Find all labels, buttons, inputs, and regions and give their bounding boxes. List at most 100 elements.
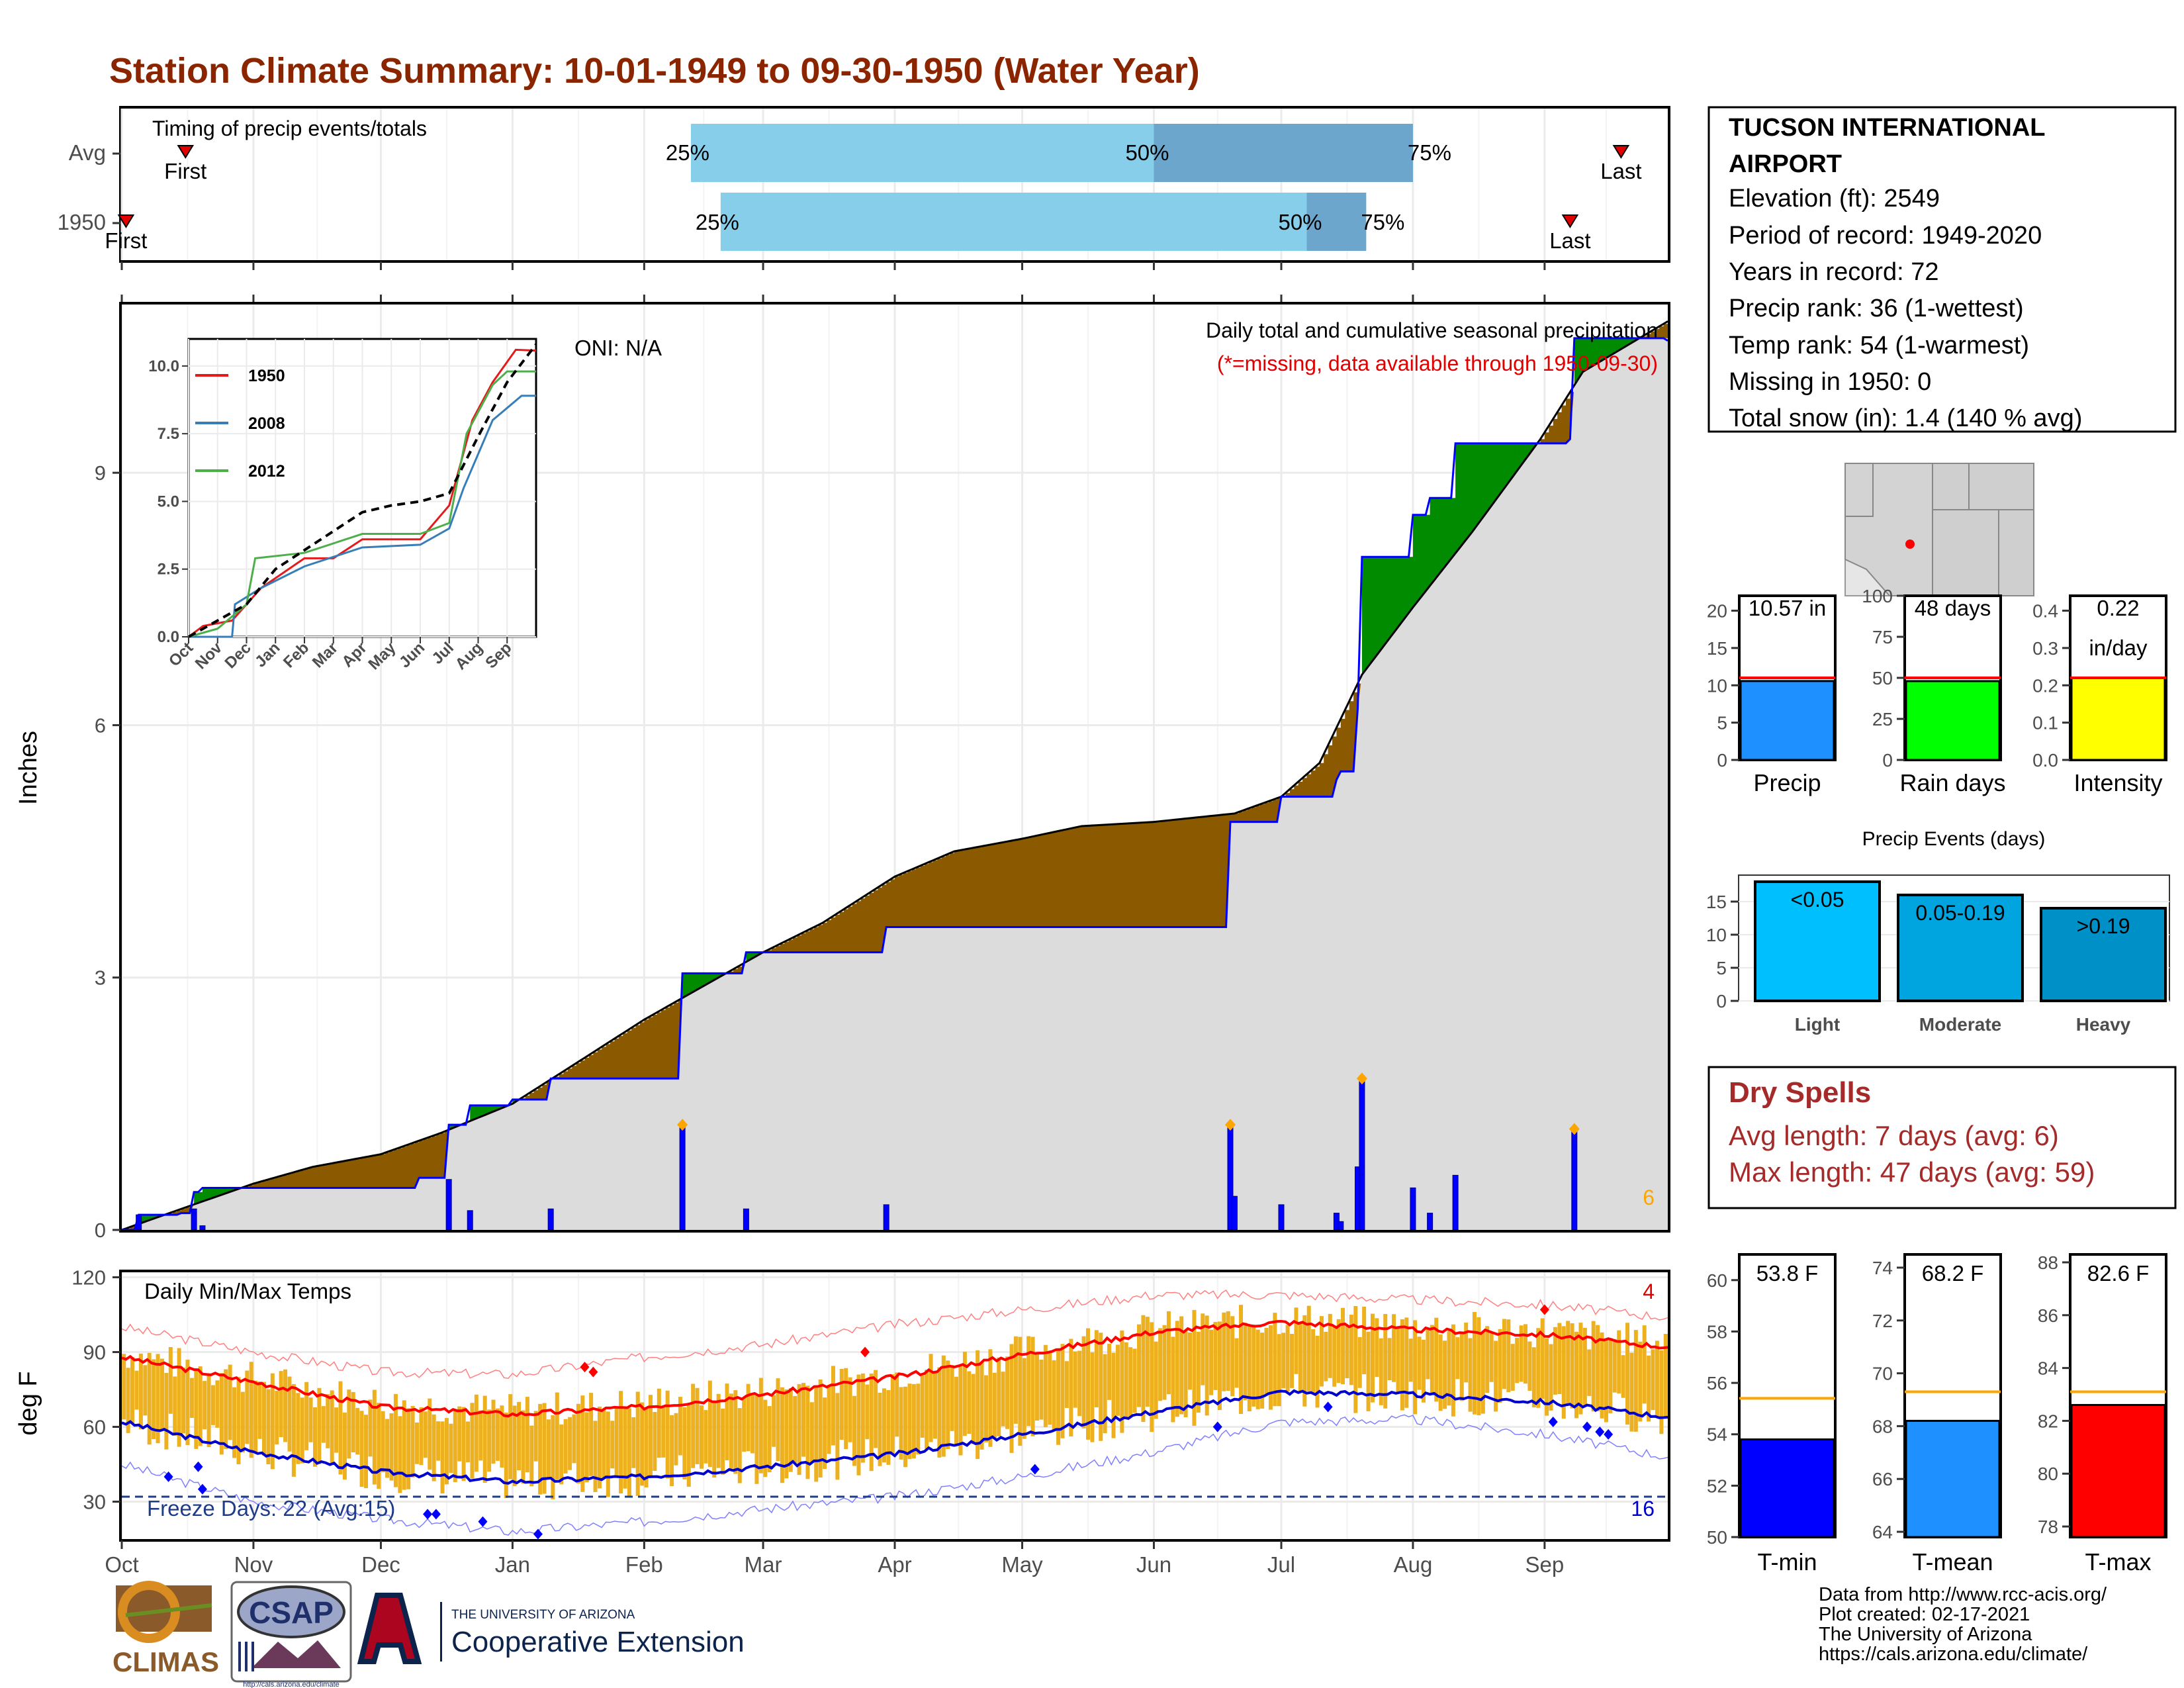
precip-surplus-area (470, 1105, 475, 1121)
summary-tick-label: 10 (1707, 675, 1727, 696)
summary-tick-label: 5 (1717, 713, 1727, 733)
precip-surplus-area (1451, 498, 1456, 559)
x-axis-month-label: Apr (878, 1552, 911, 1577)
x-axis-month-label: Nov (234, 1552, 273, 1577)
precip-deficit-area (1043, 834, 1048, 927)
precip-deficit-area (588, 1055, 594, 1079)
precip-surplus-area (1582, 338, 1588, 372)
precip-surplus-area (449, 1125, 454, 1130)
daily-precip-bar (467, 1210, 473, 1230)
precip-deficit-area (580, 1060, 586, 1079)
inset-y-tick-label: 5.0 (158, 492, 179, 510)
timing-bar-50-75 (1154, 124, 1413, 182)
precip-corner-count: 6 (1643, 1186, 1655, 1209)
precip-deficit-area (1158, 821, 1163, 927)
precip-deficit-area (342, 1161, 347, 1188)
precip-deficit-area (1659, 326, 1664, 338)
temp-summary-tick-label: 84 (2038, 1358, 2058, 1379)
station-elevation: Elevation (ft): 2549 (1729, 185, 1940, 212)
summary-tick-label: 0.1 (2032, 713, 2058, 733)
precip-deficit-area (249, 1185, 254, 1188)
temp-summary-tick-label: 64 (1872, 1522, 1893, 1542)
precip-deficit-area (525, 1096, 530, 1100)
summary-category-label: Intensity (2073, 769, 2162, 796)
precip-deficit-area (257, 1182, 263, 1188)
precip-deficit-area (1056, 831, 1061, 927)
precip-deficit-area (572, 1066, 577, 1079)
precip-surplus-area (704, 973, 709, 986)
precip-deficit-area (878, 887, 883, 953)
events-bar-label: >0.19 (2077, 914, 2130, 938)
precip-deficit-area (173, 1211, 178, 1215)
precip-surplus-area (1375, 557, 1380, 658)
record-high-marker (580, 1362, 590, 1373)
precip-deficit-area (1048, 833, 1053, 927)
precip-deficit-area (393, 1149, 398, 1188)
precip-deficit-area (1196, 817, 1201, 927)
inset-legend-label: 2012 (248, 462, 285, 481)
record-low-marker (423, 1509, 433, 1520)
temp-summary-tick-label: 50 (1707, 1527, 1727, 1548)
events-tick-label: 5 (1716, 958, 1727, 978)
precip-surplus-area (1502, 443, 1507, 491)
precip-surplus-area (474, 1105, 479, 1119)
precip-deficit-area (1268, 801, 1273, 822)
inset-series-line (188, 343, 537, 638)
precip-surplus-area (1455, 443, 1461, 553)
precip-deficit-area (1094, 825, 1099, 927)
station-period: Period of record: 1949-2020 (1729, 222, 2042, 250)
precip-deficit-area (1141, 822, 1146, 927)
inset-chart: 0.02.55.07.510.0OctNovDecJanFebMarAprMay… (148, 338, 537, 673)
precip-deficit-area (372, 1156, 377, 1188)
record-low-marker (1582, 1421, 1592, 1432)
precip-deficit-area (648, 1017, 653, 1079)
credit-line-4: https://cals.arizona.edu/climate/ (1819, 1644, 2088, 1665)
precip-deficit-area (1175, 820, 1180, 927)
precip-deficit-area (737, 966, 743, 974)
events-tick-label: 15 (1706, 892, 1727, 912)
precip-surplus-area (215, 1188, 220, 1197)
daily-precip-bar (1427, 1213, 1433, 1230)
record-low-marker (1595, 1427, 1605, 1438)
temp-y-tick-label: 60 (83, 1416, 106, 1439)
precip-surplus-area (1578, 338, 1584, 379)
precip-deficit-area (606, 1044, 611, 1079)
precip-observed-line (122, 337, 1668, 1230)
x-axis-month-label: Jul (1267, 1552, 1295, 1577)
temp-summary-category-label: T-max (2085, 1548, 2151, 1575)
precip-deficit-area (1162, 821, 1167, 927)
precip-deficit-area (1332, 736, 1338, 797)
precip-deficit-area (967, 849, 972, 927)
credit-line-1: Data from http://www.rcc-acis.org/ (1819, 1584, 2107, 1605)
csap-logo-text: CSAP (249, 1595, 334, 1630)
credit-line-3: The University of Arizona (1819, 1624, 2032, 1645)
precip-deficit-area (1064, 829, 1069, 927)
precip-deficit-area (1259, 804, 1265, 822)
precip-deficit-area (1230, 814, 1236, 822)
precip-surplus-area (1412, 514, 1418, 608)
record-low-marker (1548, 1416, 1558, 1427)
inset-y-tick-label: 10.0 (148, 357, 179, 375)
precip-deficit-area (975, 847, 980, 927)
temp-summary-tick-label: 70 (1872, 1364, 1893, 1384)
precip-surplus-area (1472, 443, 1477, 532)
precip-deficit-area (950, 853, 955, 927)
precip-deficit-area (983, 845, 989, 927)
timing-p25-label: 25% (666, 140, 709, 165)
x-axis-month-label: Mar (745, 1552, 782, 1577)
inset-series-line (188, 348, 537, 638)
precip-deficit-area (631, 1027, 637, 1079)
precip-surplus-area (1370, 557, 1375, 664)
x-axis-month-label: Sep (1525, 1552, 1565, 1577)
precip-deficit-area (1120, 823, 1125, 927)
precip-deficit-area (1646, 334, 1651, 338)
events-bar-label: 0.05-0.19 (1915, 901, 2005, 925)
precip-deficit-area (899, 874, 904, 927)
timing-p50-label: 50% (1125, 140, 1169, 165)
precip-deficit-area (1005, 841, 1010, 927)
temp-summary-tick-label: 82 (2038, 1411, 2058, 1431)
precip-deficit-area (805, 931, 811, 953)
precip-deficit-area (1187, 818, 1193, 927)
temp-summary-tick-label: 54 (1707, 1425, 1727, 1445)
precip-surplus-area (1379, 557, 1384, 653)
